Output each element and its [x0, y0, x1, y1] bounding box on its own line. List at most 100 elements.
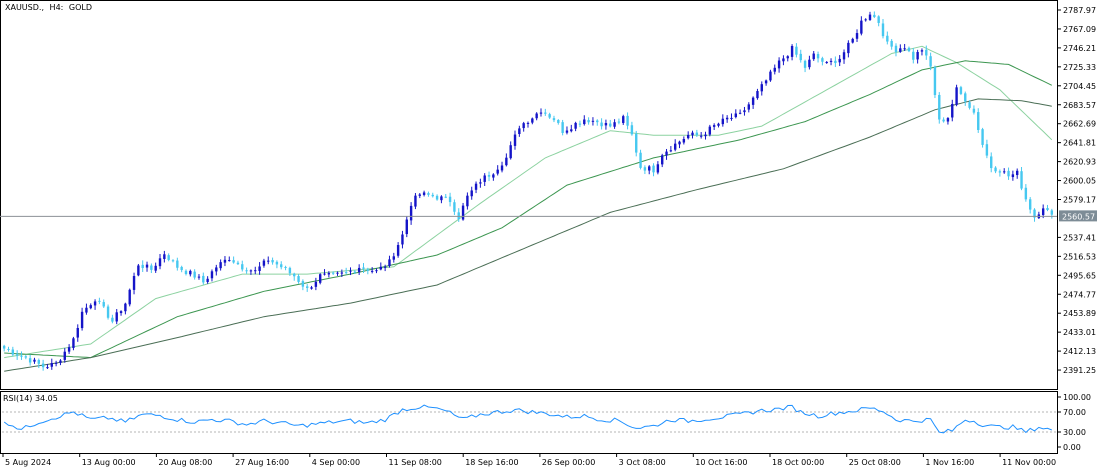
time-tick: 26 Sep 00:00 [539, 453, 595, 467]
candle [180, 265, 183, 273]
time-tick-label: 13 Aug 00:00 [82, 458, 136, 467]
rsi-line [2, 404, 1056, 434]
candle-body [946, 118, 950, 122]
candle-body [821, 58, 824, 62]
candle-body [790, 45, 794, 57]
candle [487, 171, 491, 182]
candle-body [886, 35, 889, 42]
price-tick: 2662.69 [1057, 120, 1096, 129]
candle [271, 257, 274, 265]
candle [137, 263, 140, 277]
candle-body [366, 269, 370, 271]
candle-body [353, 271, 357, 273]
time-tick: 25 Oct 08:00 [846, 453, 901, 467]
candle-body [591, 120, 595, 122]
time-tick: 13 Aug 00:00 [79, 453, 136, 467]
candle [972, 105, 976, 115]
candle-body [310, 287, 313, 289]
candle-body [483, 175, 486, 182]
candle [877, 15, 880, 27]
candle-body [280, 264, 283, 268]
candle-body [422, 192, 426, 195]
candle [176, 257, 179, 271]
candle-body [669, 150, 673, 152]
candle [955, 84, 958, 107]
candle-body [552, 118, 556, 121]
candle [444, 193, 447, 199]
candle [388, 255, 391, 268]
candle-body [825, 61, 828, 63]
candle [699, 132, 703, 139]
candle [916, 49, 919, 64]
candle [405, 216, 408, 238]
candle-body [362, 267, 365, 269]
candle [1003, 168, 1006, 174]
price-tick: 2704.45 [1057, 82, 1096, 91]
candle [734, 109, 738, 119]
candle [578, 120, 582, 128]
candle [544, 108, 547, 116]
time-tick-label: 20 Aug 08:00 [158, 458, 212, 467]
candle-body [228, 260, 231, 262]
candle [418, 193, 421, 199]
candle [2, 344, 6, 352]
time-tick-label: 1 Nov 16:00 [925, 458, 974, 467]
candle [1020, 167, 1023, 191]
candle-body [24, 356, 28, 358]
candle-body [964, 93, 967, 102]
candle-body [76, 327, 79, 338]
chart-title: XAUUSD., H4: GOLD [5, 3, 92, 12]
candle [743, 106, 746, 116]
candle [189, 269, 192, 277]
candle [435, 194, 439, 201]
candle-body [652, 165, 655, 173]
candle-body [803, 60, 807, 68]
candle [721, 114, 725, 127]
candle [552, 115, 556, 123]
candle-body [535, 113, 538, 119]
candle [7, 346, 10, 352]
time-tick: 1 Nov 16:00 [922, 453, 974, 467]
candle-body [176, 260, 179, 268]
candle [565, 126, 569, 135]
candle [643, 165, 647, 175]
price-tick-label: 2433.01 [1063, 328, 1096, 337]
candle-body [1050, 210, 1054, 215]
candle-body [15, 354, 19, 356]
candle-body [197, 276, 201, 278]
candle [656, 161, 660, 175]
candle-body [730, 117, 733, 119]
candle-body [171, 260, 175, 262]
candle-body [1011, 174, 1015, 178]
candle-body [544, 112, 547, 114]
candle-body [180, 266, 183, 271]
candle-body [193, 271, 196, 278]
candle [1011, 170, 1015, 181]
candle-body [431, 194, 434, 197]
candle-body [734, 113, 738, 118]
candle [370, 267, 374, 274]
candle [600, 118, 603, 130]
candle-body [215, 267, 218, 272]
candle-body [691, 132, 694, 136]
candle [773, 64, 776, 75]
candle [795, 43, 798, 58]
candle [630, 121, 634, 136]
rsi-series-line [3, 404, 1052, 434]
candle [158, 253, 162, 270]
candle-body [522, 123, 525, 129]
candle-body [479, 182, 482, 184]
main-frame [0, 0, 1058, 390]
candle-body [254, 270, 257, 272]
candle-body [656, 164, 660, 173]
candle-body [1024, 187, 1028, 200]
candle [561, 119, 564, 136]
candle-body [717, 123, 720, 126]
candle [977, 108, 980, 133]
candle [782, 55, 785, 66]
candle [33, 357, 36, 364]
price-tick-label: 2746.21 [1063, 44, 1096, 53]
price-tick: 2725.33 [1057, 63, 1096, 72]
candle-body [877, 16, 880, 23]
candle-body [1016, 170, 1019, 176]
